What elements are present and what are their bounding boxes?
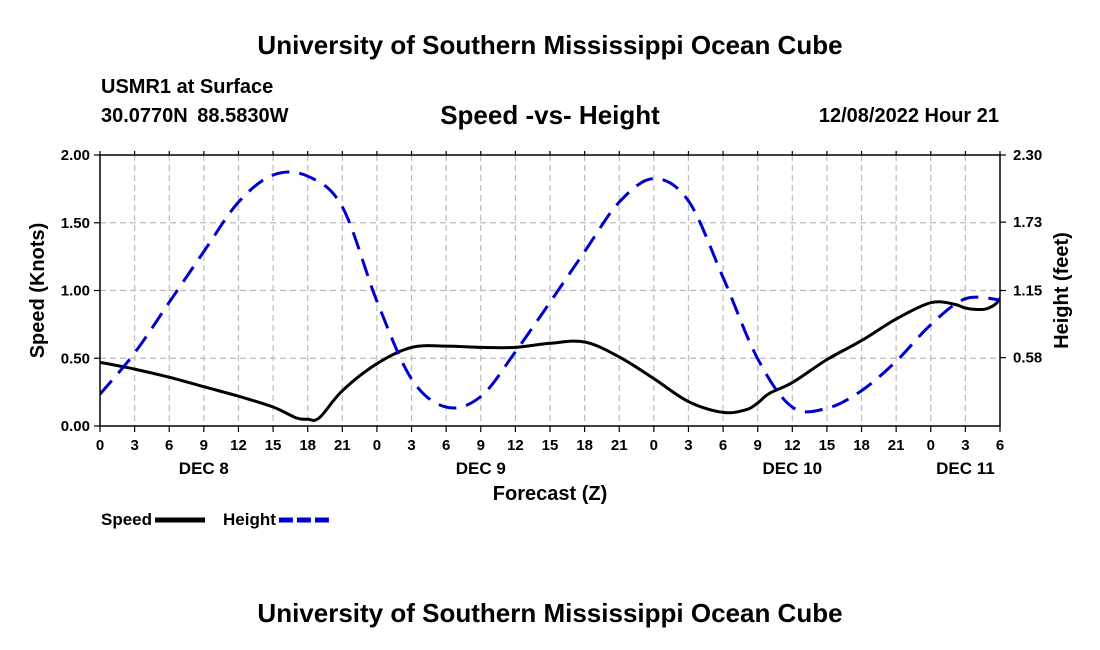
y-tick-label: 1.50 — [61, 215, 90, 232]
day-label: DEC 9 — [456, 459, 506, 478]
x-tick-label: 6 — [442, 437, 450, 454]
x-tick-label: 21 — [334, 437, 351, 454]
chart-title: Speed -vs- Height — [440, 100, 660, 130]
y-tick-label: 1.00 — [61, 283, 90, 300]
x-tick-label: 3 — [407, 437, 415, 454]
x-tick-label: 18 — [299, 437, 316, 454]
y-tick-label: 0.00 — [61, 418, 90, 435]
x-tick-label: 0 — [96, 437, 104, 454]
station-label: USMR1 at Surface — [101, 76, 274, 98]
legend-label-height: Height — [223, 510, 276, 529]
series-layer — [100, 170, 1000, 422]
y-tick-label: 2.00 — [61, 147, 90, 164]
x-tick-label: 21 — [611, 437, 628, 454]
main-title: University of Southern Mississippi Ocean… — [257, 30, 843, 60]
x-tick-label: 18 — [576, 437, 593, 454]
day-label: DEC 11 — [936, 459, 995, 478]
bottom-title: University of Southern Mississippi Ocean… — [257, 598, 843, 628]
series-line-height — [100, 170, 1000, 414]
legend-label-speed: Speed — [101, 510, 152, 529]
x-tick-label: 3 — [961, 437, 969, 454]
y-tick-label: 0.50 — [61, 350, 90, 367]
x-tick-label: 6 — [719, 437, 727, 454]
series-line-speed — [100, 295, 1000, 422]
x-tick-label: 0 — [927, 437, 935, 454]
day-label: DEC 8 — [179, 459, 229, 478]
x-tick-label: 6 — [996, 437, 1004, 454]
x-tick-label: 15 — [819, 437, 836, 454]
x-tick-label: 21 — [888, 437, 905, 454]
x-tick-label: 3 — [130, 437, 138, 454]
station-coordinates: 30.0770N 88.5830W — [101, 105, 289, 127]
x-tick-label: 6 — [165, 437, 173, 454]
y2-tick-label: 1.73 — [1013, 214, 1042, 231]
x-tick-label: 0 — [373, 437, 381, 454]
x-tick-label: 12 — [230, 437, 247, 454]
y2-tick-label: 1.15 — [1013, 283, 1042, 300]
x-tick-label: 3 — [684, 437, 692, 454]
x-tick-label: 12 — [507, 437, 524, 454]
y2-tick-label: 0.58 — [1013, 350, 1042, 367]
axes: 0 3 6 9 12 15 18 21 0 3 6 9 12 15 18 21 0 3 6 9 12 15 18 21 0 3 6D… — [61, 147, 1042, 478]
x-tick-label: 9 — [754, 437, 762, 454]
day-label: DEC 10 — [763, 459, 823, 478]
y2-tick-label: 2.30 — [1013, 147, 1042, 164]
x-tick-label: 9 — [477, 437, 485, 454]
x-tick-label: 15 — [265, 437, 282, 454]
grid — [100, 155, 1000, 426]
x-tick-label: 18 — [853, 437, 870, 454]
x-tick-label: 15 — [542, 437, 559, 454]
x-tick-label: 12 — [784, 437, 801, 454]
x-tick-label: 9 — [200, 437, 208, 454]
forecast-datetime: 12/08/2022 Hour 21 — [818, 105, 999, 127]
y2-axis-label: Height (feet) — [1051, 232, 1073, 349]
legend: Speed Height — [101, 510, 329, 529]
x-axis-label: Forecast (Z) — [493, 483, 607, 505]
x-tick-label: 0 — [650, 437, 658, 454]
y-axis-label: Speed (Knots) — [27, 223, 49, 359]
